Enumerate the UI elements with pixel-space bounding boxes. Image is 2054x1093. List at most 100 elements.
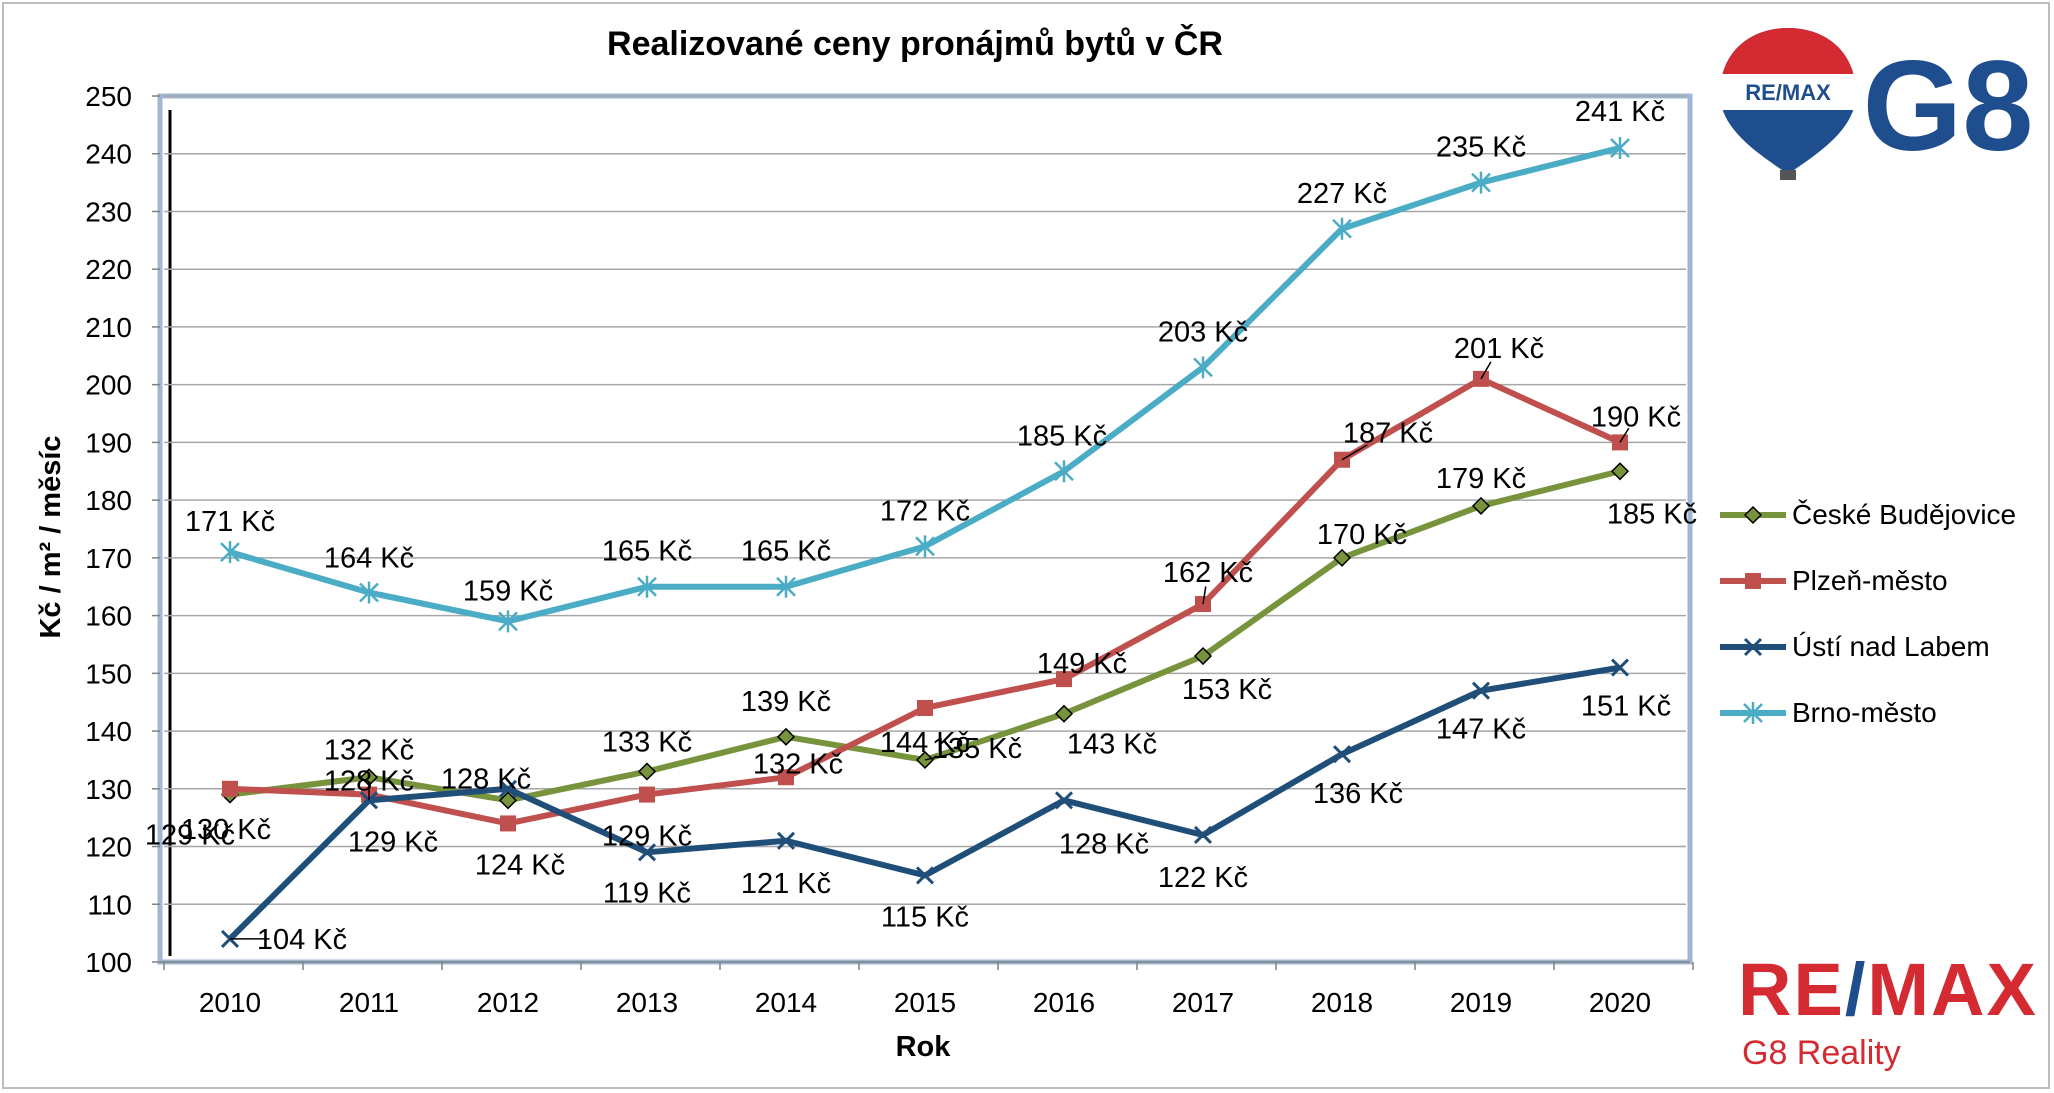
- y-tick-label: 190: [85, 427, 132, 458]
- y-tick-label: 220: [85, 254, 132, 285]
- legend-swatch: [1720, 702, 1786, 724]
- label-leader-line: [1341, 444, 1368, 461]
- data-label: 128 Kč: [441, 763, 531, 795]
- data-label: 129 Kč: [348, 827, 438, 859]
- y-tick-label: 120: [85, 832, 132, 863]
- data-label: 132 Kč: [324, 734, 414, 766]
- data-labels: 129 Kč 132 Kč 128 Kč 133 Kč 139 Kč 135 Kč 143 …: [145, 96, 1697, 956]
- chart-title: Realizované ceny pronájmů bytů v ČR: [607, 24, 1223, 63]
- y-tick-label: 200: [85, 370, 132, 401]
- y-tick-label: 180: [85, 485, 132, 516]
- data-label: 147 Kč: [1436, 714, 1526, 746]
- data-point: [1471, 171, 1491, 194]
- data-point: [1054, 704, 1074, 723]
- g8-text: G8: [1863, 35, 2034, 178]
- y-tick-label: 210: [85, 312, 132, 343]
- x-tick-label: 2014: [755, 987, 817, 1018]
- legend-item: Ústí nad Labem: [1718, 614, 2038, 680]
- gridlines: [160, 95, 1690, 963]
- g8-reality-text: G8 Reality: [1742, 1034, 1901, 1072]
- data-label: 143 Kč: [1067, 729, 1157, 761]
- data-point: [1610, 462, 1630, 481]
- data-label: 130 Kč: [181, 814, 271, 846]
- plot-area: [157, 93, 1693, 965]
- data-label: 129 Kč: [145, 820, 235, 852]
- y-tick-label: 230: [85, 196, 132, 227]
- data-point: [778, 769, 794, 786]
- data-label: 165 Kč: [741, 536, 831, 568]
- data-point: [1332, 548, 1352, 567]
- data-label: 227 Kč: [1297, 178, 1387, 210]
- data-label: 185 Kč: [1017, 420, 1107, 452]
- legend-label: Plzeň-město: [1792, 565, 1948, 596]
- data-label: 129 Kč: [602, 821, 692, 853]
- y-tick-label: 150: [85, 658, 132, 689]
- data-point: [1471, 496, 1491, 515]
- y-tick-label: 110: [87, 889, 132, 920]
- y-axis-label: Kč / m² / měsíc: [35, 435, 67, 638]
- x-tick-label: 2010: [199, 987, 261, 1018]
- remax-wordmark: RE/MAX: [1738, 948, 2038, 1031]
- y-tick-label: 170: [85, 543, 132, 574]
- y-tick-label: 160: [85, 601, 132, 632]
- data-point: [1054, 460, 1074, 483]
- legend-marker: [1743, 637, 1763, 657]
- x-tick-label: 2012: [477, 987, 539, 1018]
- data-label: 128 Kč: [1059, 828, 1149, 860]
- x-tick-label: 2013: [616, 987, 678, 1018]
- legend-item: České Budějovice: [1718, 482, 2038, 548]
- data-point: [359, 581, 379, 604]
- line-chart: Realizované ceny pronájmů bytů v ČR 100 1…: [35, 24, 1697, 1063]
- data-point: [498, 610, 518, 633]
- data-point: [1332, 217, 1352, 240]
- y-tick-label: 130: [85, 774, 132, 805]
- data-label: 171 Kč: [185, 506, 275, 538]
- data-label: 241 Kč: [1575, 96, 1665, 128]
- data-point: [776, 575, 796, 598]
- y-tick-label: 140: [85, 716, 132, 747]
- legend-label: Ústí nad Labem: [1792, 631, 1990, 662]
- data-label: 132 Kč: [753, 748, 843, 780]
- data-point: [917, 699, 933, 716]
- legend-marker: [1745, 573, 1761, 589]
- data-label: 165 Kč: [602, 536, 692, 568]
- legend-marker: [1743, 505, 1763, 525]
- x-axis-label: Rok: [896, 1031, 952, 1063]
- data-label: 203 Kč: [1158, 316, 1248, 348]
- data-label: 185 Kč: [1607, 498, 1697, 530]
- legend-marker: [1743, 702, 1763, 724]
- legend-label: Brno-město: [1792, 697, 1937, 728]
- data-label: 115 Kč: [881, 901, 969, 933]
- y-tick-label: 250: [85, 81, 132, 112]
- label-leader-line: [1202, 586, 1207, 605]
- data-label: 104 Kč: [257, 924, 347, 956]
- data-point: [776, 831, 796, 850]
- data-label: 151 Kč: [1581, 691, 1671, 723]
- x-axis-ticks: 2010 2011 2012 2013 2014 2015 2016 2017 2018 2019…: [163, 962, 1694, 1018]
- data-label: 144 Kč: [880, 727, 970, 759]
- data-point: [220, 541, 240, 564]
- remax-g8-logo: RE/MAX G8: [1720, 28, 2034, 180]
- y-tick-label: 240: [85, 139, 132, 170]
- x-tick-label: 2017: [1172, 987, 1234, 1018]
- data-point: [1056, 671, 1072, 688]
- data-point: [1193, 356, 1213, 379]
- data-point: [498, 791, 518, 810]
- legend-swatch: [1720, 637, 1786, 657]
- x-tick-label: 2018: [1311, 987, 1373, 1018]
- y-tick-label: 100: [85, 947, 132, 978]
- data-point: [637, 575, 657, 598]
- data-point: [1054, 791, 1074, 810]
- label-leader-line: [924, 752, 954, 761]
- data-label: 133 Kč: [602, 726, 692, 758]
- data-label: 190 Kč: [1591, 401, 1681, 433]
- data-point: [222, 780, 238, 797]
- data-label: 153 Kč: [1182, 674, 1272, 706]
- balloon-text: RE/MAX: [1745, 80, 1831, 105]
- data-label: 121 Kč: [741, 868, 831, 900]
- data-label: 124 Kč: [475, 849, 565, 881]
- data-label: 162 Kč: [1163, 557, 1253, 589]
- data-point: [359, 768, 379, 787]
- data-point: [915, 535, 935, 558]
- data-label: 164 Kč: [324, 543, 414, 575]
